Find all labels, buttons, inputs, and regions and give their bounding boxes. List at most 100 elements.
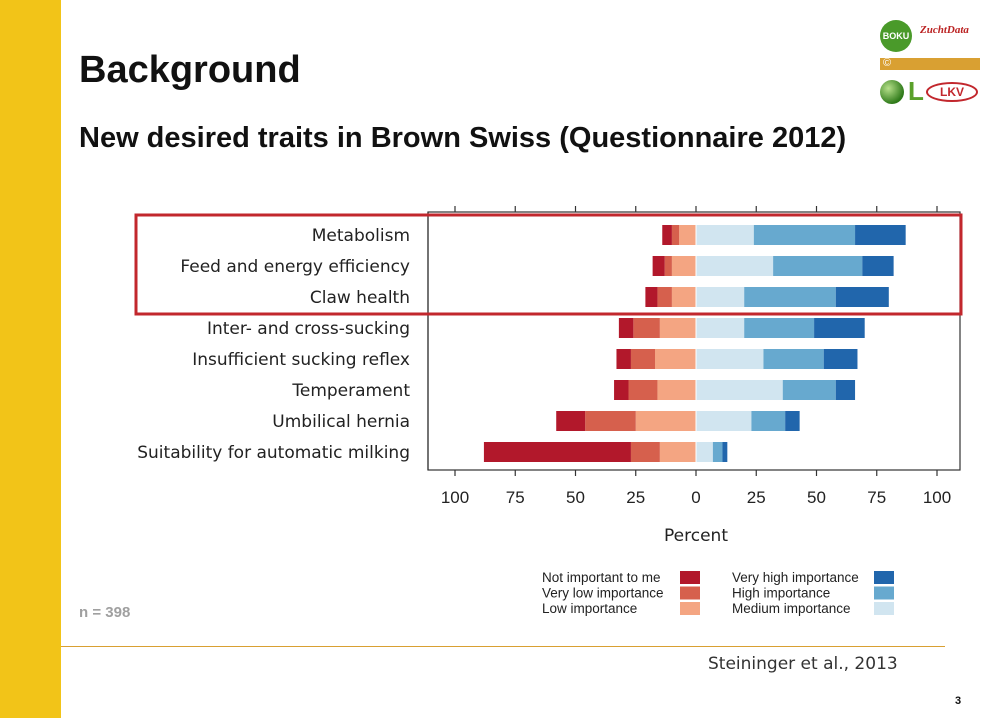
chart-bars bbox=[483, 225, 906, 462]
legend-label: Very low importance bbox=[542, 586, 664, 601]
bar-very-high-importance-insufficient-sucking-reflex bbox=[823, 349, 858, 369]
zuchtdata-logo: ZuchtData bbox=[920, 24, 969, 36]
bar-not-important-to-me-insufficient-sucking-reflex bbox=[616, 349, 631, 369]
category-label: Metabolism bbox=[312, 226, 410, 246]
legend-swatch bbox=[680, 602, 700, 615]
legend-label: Medium importance bbox=[732, 601, 851, 616]
x-tick-label: 100 bbox=[923, 488, 951, 507]
bar-low-importance-insufficient-sucking-reflex bbox=[655, 349, 696, 369]
bar-high-importance-feed-and-energy-efficiency bbox=[773, 256, 863, 276]
bar-medium-importance-insufficient-sucking-reflex bbox=[696, 349, 764, 369]
x-tick-label: 75 bbox=[506, 488, 525, 507]
x-tick-label: 25 bbox=[747, 488, 766, 507]
category-label: Temperament bbox=[291, 381, 410, 401]
x-tick-label: 50 bbox=[807, 488, 826, 507]
bar-high-importance-metabolism bbox=[753, 225, 856, 245]
boku-logo-text: BOKU bbox=[882, 31, 910, 41]
bar-very-high-importance-claw-health bbox=[835, 287, 889, 307]
bar-medium-importance-inter-and-cross-sucking bbox=[696, 318, 745, 338]
bar-medium-importance-claw-health bbox=[696, 287, 745, 307]
bar-high-importance-insufficient-sucking-reflex bbox=[763, 349, 824, 369]
legend-label: High importance bbox=[732, 586, 830, 601]
bar-very-high-importance-suitability-for-automatic-milking bbox=[722, 442, 728, 462]
category-labels: Metabolism Feed and energy efficiency Claw… bbox=[137, 226, 410, 463]
accent-side-bar bbox=[0, 0, 61, 718]
highlight-box bbox=[134, 213, 963, 316]
x-tick-label: 0 bbox=[691, 488, 700, 507]
bar-medium-importance-metabolism bbox=[696, 225, 754, 245]
category-label: Suitability for automatic milking bbox=[137, 443, 410, 463]
bar-medium-importance-suitability-for-automatic-milking bbox=[696, 442, 713, 462]
bar-low-importance-temperament bbox=[657, 380, 696, 400]
bar-medium-importance-feed-and-energy-efficiency bbox=[696, 256, 774, 276]
bar-very-low-importance-insufficient-sucking-reflex bbox=[630, 349, 656, 369]
x-axis-ticks: 100 75 50 25 0 25 50 75 100 bbox=[441, 206, 951, 507]
bar-not-important-to-me-metabolism bbox=[662, 225, 672, 245]
legend-label: Very high importance bbox=[732, 570, 859, 585]
category-label: Insufficient sucking reflex bbox=[192, 350, 410, 370]
bar-very-high-importance-temperament bbox=[835, 380, 856, 400]
legend-swatch bbox=[874, 586, 894, 600]
x-tick-label: 25 bbox=[626, 488, 645, 507]
x-tick-label: 50 bbox=[566, 488, 585, 507]
bar-very-low-importance-suitability-for-automatic-milking bbox=[630, 442, 660, 462]
bar-very-low-importance-metabolism bbox=[671, 225, 680, 245]
bar-low-importance-claw-health bbox=[671, 287, 696, 307]
legend-swatch bbox=[680, 586, 700, 600]
legend-swatch bbox=[874, 602, 894, 615]
bar-very-low-importance-feed-and-energy-efficiency bbox=[664, 256, 672, 276]
page-subtitle: New desired traits in Brown Swiss (Quest… bbox=[79, 122, 847, 154]
bar-high-importance-inter-and-cross-sucking bbox=[744, 318, 815, 338]
x-tick-label: 100 bbox=[441, 488, 469, 507]
x-axis-label: Percent bbox=[664, 526, 728, 546]
category-label: Umbilical hernia bbox=[272, 412, 410, 432]
logo-group: BOKU ZuchtData © L LKV bbox=[876, 18, 982, 110]
legend-swatch bbox=[874, 571, 894, 584]
boku-logo: BOKU bbox=[880, 20, 912, 52]
bar-not-important-to-me-feed-and-energy-efficiency bbox=[652, 256, 665, 276]
category-label: Feed and energy efficiency bbox=[180, 257, 410, 277]
bar-very-high-importance-umbilical-hernia bbox=[785, 411, 800, 431]
category-label: Inter- and cross-sucking bbox=[207, 319, 410, 339]
legend-label: Not important to me bbox=[542, 570, 661, 585]
bar-not-important-to-me-claw-health bbox=[645, 287, 658, 307]
bar-low-importance-metabolism bbox=[679, 225, 696, 245]
plot-frame bbox=[427, 211, 961, 471]
bar-not-important-to-me-temperament bbox=[614, 380, 629, 400]
bar-low-importance-feed-and-energy-efficiency bbox=[671, 256, 696, 276]
green-ball-logo bbox=[880, 80, 904, 104]
bar-very-low-importance-umbilical-hernia bbox=[585, 411, 636, 431]
page-number: 3 bbox=[955, 695, 962, 707]
bar-medium-importance-temperament bbox=[696, 380, 783, 400]
legend-swatch bbox=[680, 571, 700, 584]
bar-very-low-importance-claw-health bbox=[657, 287, 672, 307]
footer-divider bbox=[61, 646, 945, 647]
bar-low-importance-suitability-for-automatic-milking bbox=[659, 442, 696, 462]
x-tick-label: 75 bbox=[867, 488, 886, 507]
bar-high-importance-umbilical-hernia bbox=[751, 411, 786, 431]
bar-not-important-to-me-inter-and-cross-sucking bbox=[618, 318, 634, 338]
bar-very-low-importance-inter-and-cross-sucking bbox=[633, 318, 660, 338]
bar-high-importance-temperament bbox=[782, 380, 836, 400]
bar-very-low-importance-temperament bbox=[628, 380, 658, 400]
bar-low-importance-inter-and-cross-sucking bbox=[659, 318, 696, 338]
logo-strip: © bbox=[880, 57, 980, 70]
bar-very-high-importance-metabolism bbox=[855, 225, 906, 245]
l-logo: L bbox=[908, 76, 924, 106]
category-label: Claw health bbox=[310, 288, 410, 308]
bar-very-high-importance-inter-and-cross-sucking bbox=[814, 318, 865, 338]
sample-size: n = 398 bbox=[79, 604, 131, 621]
bar-not-important-to-me-umbilical-hernia bbox=[556, 411, 586, 431]
legend-label: Low importance bbox=[542, 601, 637, 616]
bar-low-importance-umbilical-hernia bbox=[635, 411, 696, 431]
page-title: Background bbox=[79, 49, 301, 91]
bar-high-importance-suitability-for-automatic-milking bbox=[712, 442, 723, 462]
lkv-logo: LKV bbox=[926, 82, 978, 102]
bar-very-high-importance-feed-and-energy-efficiency bbox=[862, 256, 894, 276]
bar-high-importance-claw-health bbox=[744, 287, 836, 307]
bar-not-important-to-me-suitability-for-automatic-milking bbox=[483, 442, 631, 462]
citation: Steininger et al., 2013 bbox=[708, 654, 898, 674]
bar-medium-importance-umbilical-hernia bbox=[696, 411, 752, 431]
